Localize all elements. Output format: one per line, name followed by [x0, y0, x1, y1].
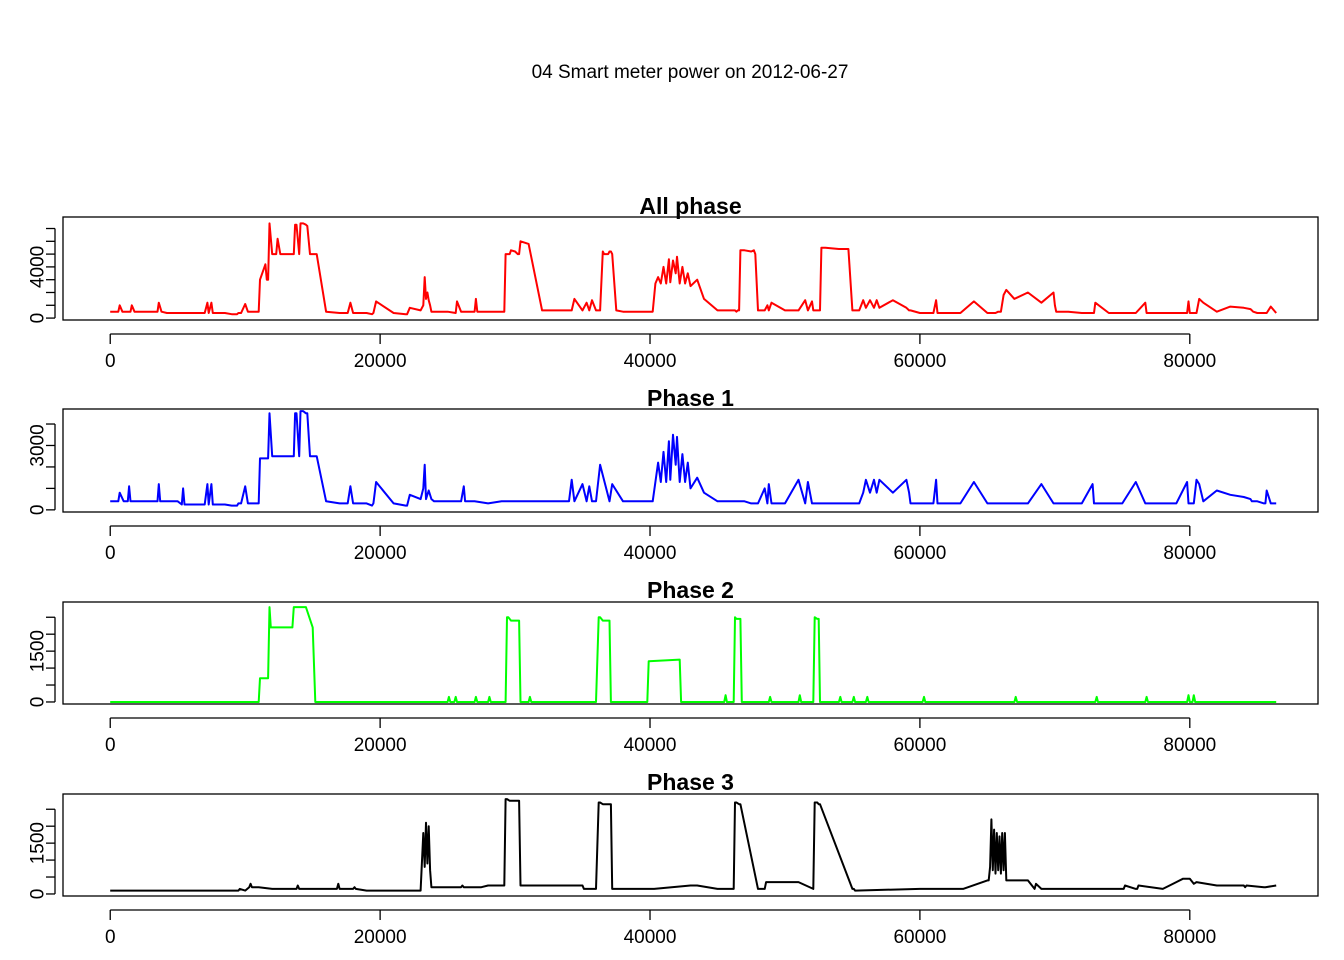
phase-3-series-line — [110, 798, 1277, 892]
phase-3-x-tick-label: 0 — [105, 927, 116, 948]
phase-2-y-tick-label: 1500 — [28, 630, 49, 672]
phase-1-x-tick-label: 80000 — [1163, 543, 1216, 564]
phase-1-title: Phase 1 — [647, 385, 734, 411]
phase-3-title: Phase 3 — [647, 769, 734, 795]
all-phase-x-tick-label: 80000 — [1163, 351, 1216, 372]
all-phase-y-tick-label: 4000 — [28, 246, 49, 288]
phase-1-y-tick-label: 3000 — [28, 424, 49, 466]
phase-3-frame — [62, 793, 1319, 897]
phase-2-frame — [62, 601, 1319, 705]
all-phase-x-tick-label: 0 — [105, 351, 116, 372]
phase-3-x-tick-label: 40000 — [624, 927, 677, 948]
phase-3-x-tick-label: 80000 — [1163, 927, 1216, 948]
phase-2-x-tick-label: 0 — [105, 735, 116, 756]
phase-1-y-tick-label: 0 — [28, 505, 49, 516]
phase-3-y-tick-label: 0 — [28, 889, 49, 900]
all-phase-x-tick-label: 60000 — [893, 351, 946, 372]
phase-3-y-tick-label: 1500 — [28, 822, 49, 864]
all-phase-x-tick-label: 40000 — [624, 351, 677, 372]
all-phase-frame — [62, 216, 1319, 321]
phase-3-x-tick-label: 60000 — [893, 927, 946, 948]
phase-2-x-tick-label: 60000 — [893, 735, 946, 756]
all-phase-title: All phase — [639, 193, 741, 219]
phase-2-y-tick-label: 0 — [28, 697, 49, 708]
all-phase-x-tick-label: 20000 — [354, 351, 407, 372]
all-phase-y-tick-label: 0 — [28, 313, 49, 324]
phase-3-panel: Phase 3 0 20000 40000 60000 80000 0 1500 — [28, 769, 1319, 948]
phase-2-title: Phase 2 — [647, 577, 734, 603]
phase-1-frame — [62, 408, 1319, 513]
phase-2-x-tick-label: 40000 — [624, 735, 677, 756]
phase-1-x-tick-label: 40000 — [624, 543, 677, 564]
phase-2-x-tick-label: 20000 — [354, 735, 407, 756]
phase-1-x-tick-label: 20000 — [354, 543, 407, 564]
phase-1-panel: Phase 1 0 20000 40000 60000 80000 0 3000 — [28, 385, 1319, 564]
phase-1-x-tick-label: 0 — [105, 543, 116, 564]
phase-1-series-line — [110, 410, 1277, 507]
all-phase-series-line — [110, 222, 1277, 316]
phase-2-panel: Phase 2 0 20000 40000 60000 80000 0 1500 — [28, 577, 1319, 756]
figure-title: 04 Smart meter power on 2012-06-27 — [531, 62, 849, 83]
phase-3-x-tick-label: 20000 — [354, 927, 407, 948]
phase-2-x-tick-label: 80000 — [1163, 735, 1216, 756]
phase-1-x-tick-label: 60000 — [893, 543, 946, 564]
phase-2-series-line — [110, 606, 1277, 703]
all-phase-panel: All phase 0 20000 40000 60000 80000 0 4000 — [28, 193, 1319, 372]
